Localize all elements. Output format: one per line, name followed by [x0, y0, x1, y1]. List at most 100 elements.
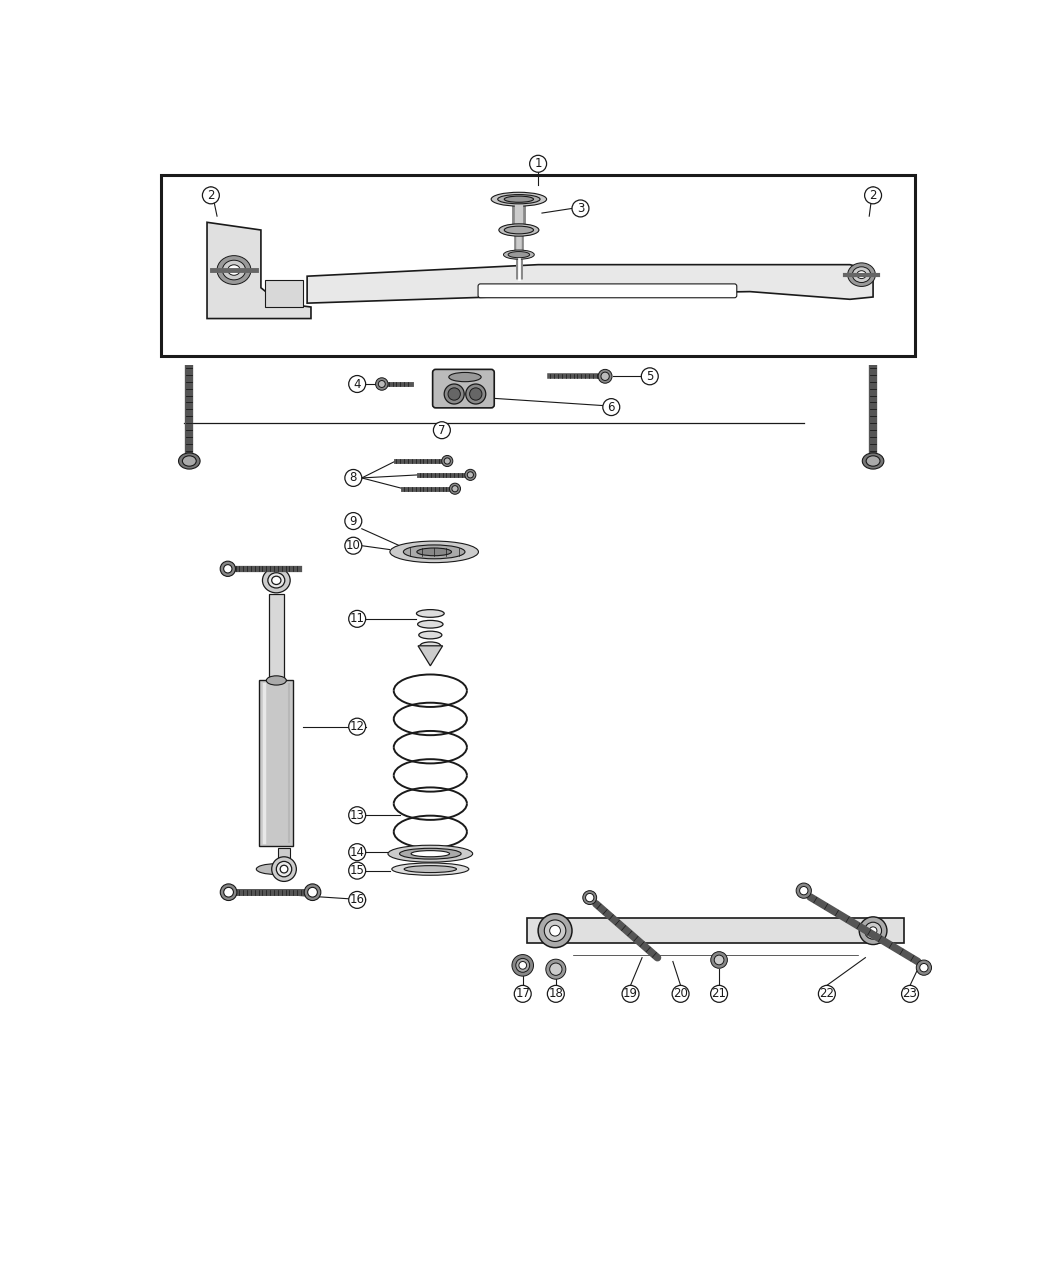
Ellipse shape [491, 193, 547, 207]
Ellipse shape [224, 565, 232, 572]
Text: 9: 9 [350, 515, 357, 528]
Ellipse shape [417, 609, 444, 617]
Ellipse shape [420, 641, 441, 650]
Ellipse shape [268, 572, 285, 588]
Circle shape [203, 187, 219, 204]
Ellipse shape [469, 388, 482, 400]
Ellipse shape [498, 195, 540, 204]
Circle shape [902, 986, 919, 1002]
Ellipse shape [857, 270, 866, 278]
Text: 15: 15 [350, 864, 364, 877]
Text: 3: 3 [576, 201, 584, 215]
Ellipse shape [546, 959, 566, 979]
Text: 8: 8 [350, 472, 357, 484]
Ellipse shape [399, 848, 461, 859]
Ellipse shape [442, 455, 453, 467]
Ellipse shape [404, 866, 457, 872]
Bar [161, 175, 916, 356]
Circle shape [603, 399, 620, 416]
Ellipse shape [444, 458, 450, 464]
Ellipse shape [465, 469, 476, 481]
Ellipse shape [403, 544, 465, 558]
Ellipse shape [272, 576, 281, 584]
Ellipse shape [262, 567, 290, 593]
Text: 14: 14 [350, 845, 364, 858]
Ellipse shape [512, 955, 533, 977]
Ellipse shape [280, 866, 288, 873]
Text: 12: 12 [350, 720, 364, 733]
Ellipse shape [864, 922, 882, 940]
Ellipse shape [304, 884, 321, 900]
Ellipse shape [847, 263, 876, 287]
Ellipse shape [220, 561, 235, 576]
Circle shape [818, 986, 836, 1002]
Text: 2: 2 [869, 189, 877, 201]
Ellipse shape [504, 196, 533, 203]
FancyBboxPatch shape [478, 284, 737, 298]
Ellipse shape [412, 850, 449, 857]
Ellipse shape [448, 388, 460, 400]
Ellipse shape [178, 453, 201, 469]
Ellipse shape [217, 256, 251, 284]
Ellipse shape [601, 372, 609, 380]
Polygon shape [207, 222, 311, 319]
Ellipse shape [376, 377, 388, 390]
Circle shape [349, 891, 365, 908]
Ellipse shape [378, 380, 385, 388]
Text: 7: 7 [438, 423, 445, 437]
Circle shape [349, 718, 365, 736]
Ellipse shape [544, 921, 566, 941]
Bar [278, 848, 290, 858]
Ellipse shape [598, 370, 612, 384]
Ellipse shape [796, 884, 812, 899]
Bar [527, 918, 904, 944]
Ellipse shape [224, 887, 233, 898]
Circle shape [672, 986, 689, 1002]
Polygon shape [265, 280, 303, 307]
Ellipse shape [444, 384, 464, 404]
Ellipse shape [508, 251, 529, 258]
Text: 13: 13 [350, 808, 364, 821]
Ellipse shape [859, 917, 887, 945]
Circle shape [349, 862, 365, 878]
Ellipse shape [711, 951, 728, 968]
Circle shape [349, 807, 365, 824]
Circle shape [547, 986, 564, 1002]
Ellipse shape [183, 455, 196, 467]
Ellipse shape [583, 891, 596, 904]
Circle shape [344, 513, 362, 529]
Circle shape [434, 422, 450, 439]
Text: 23: 23 [903, 987, 918, 1001]
Polygon shape [418, 646, 443, 666]
Ellipse shape [866, 455, 880, 467]
Polygon shape [307, 265, 874, 303]
Ellipse shape [516, 959, 529, 973]
Bar [269, 594, 284, 681]
Text: 5: 5 [646, 370, 653, 382]
Text: 20: 20 [673, 987, 688, 1001]
Ellipse shape [228, 265, 240, 275]
Ellipse shape [390, 541, 479, 562]
Ellipse shape [519, 961, 527, 969]
Ellipse shape [276, 862, 292, 877]
Ellipse shape [448, 372, 481, 381]
Ellipse shape [418, 621, 443, 629]
Circle shape [349, 611, 365, 627]
Ellipse shape [417, 548, 452, 556]
Text: 4: 4 [354, 377, 361, 390]
Ellipse shape [800, 886, 807, 895]
Ellipse shape [504, 250, 534, 259]
Circle shape [349, 376, 365, 393]
Text: 16: 16 [350, 894, 364, 907]
Ellipse shape [466, 384, 486, 404]
Ellipse shape [504, 226, 533, 233]
Ellipse shape [220, 884, 237, 900]
Text: 11: 11 [350, 612, 364, 625]
Ellipse shape [419, 631, 442, 639]
Ellipse shape [499, 224, 539, 236]
Text: 17: 17 [516, 987, 530, 1001]
Ellipse shape [853, 266, 870, 283]
Ellipse shape [467, 472, 474, 478]
Ellipse shape [387, 845, 472, 862]
Circle shape [572, 200, 589, 217]
